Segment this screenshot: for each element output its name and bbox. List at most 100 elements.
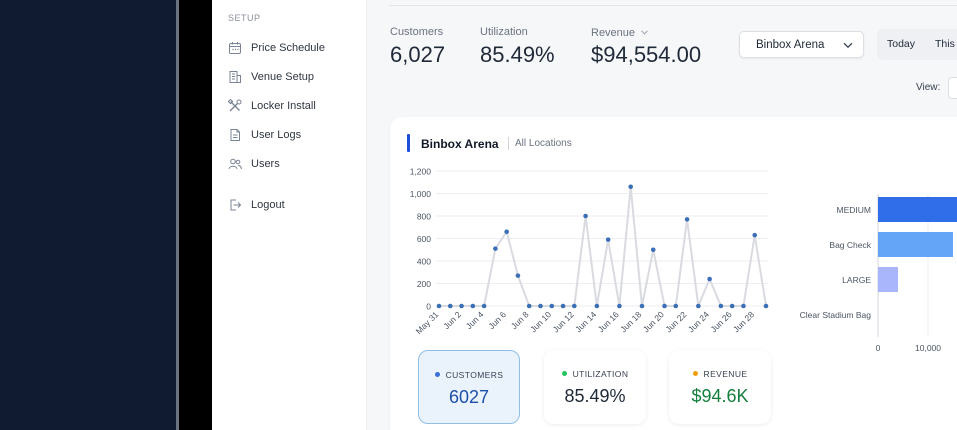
sidebar-item-logout[interactable]: Logout [228,195,285,215]
sidebar-item-price-schedule[interactable]: Price Schedule [228,38,325,58]
utilization-stat-label: Utilization [480,26,528,38]
data-point[interactable] [718,303,724,309]
data-point[interactable] [515,273,521,278]
data-point[interactable] [583,213,588,219]
category-label: LARGE [842,275,871,285]
range-this-button[interactable]: This [935,38,955,50]
sidebar-item-user-logs[interactable]: User Logs [228,125,301,145]
data-point[interactable] [707,276,712,282]
utilization-dot [561,371,567,376]
revenue-dot [692,371,698,376]
data-point[interactable] [673,303,679,309]
customers-dot [434,372,440,377]
data-point[interactable] [436,303,442,309]
category-label: Clear Stadium Bag [800,310,872,320]
y-tick-label: 1,200 [410,167,432,177]
data-point[interactable] [605,237,611,242]
utilization-tile-value: 85.49% [564,386,626,406]
data-point[interactable] [639,303,645,309]
category-label: Bag Check [829,240,871,250]
card-subtitle: All Locations [515,138,572,149]
sidebar-item-label: User Logs [251,129,302,141]
users-icon [228,157,242,171]
bar[interactable] [878,267,898,292]
sidebar-item-users[interactable]: Users [228,154,280,174]
data-point[interactable] [628,184,633,190]
revenue-label-text: Revenue [591,27,636,39]
data-point[interactable] [526,303,532,309]
data-point[interactable] [729,303,735,309]
data-point[interactable] [504,229,509,235]
data-point[interactable] [617,303,622,309]
sidebar-item-locker-install[interactable]: Locker Install [228,96,316,116]
sidebar-heading: SETUP [228,13,261,23]
data-point[interactable] [684,217,690,222]
calendar-icon [228,41,242,55]
data-point[interactable] [763,303,769,309]
sidebar: SETUP Price Schedule Venue Setup Locker … [212,0,367,430]
view-select[interactable] [948,77,957,99]
chevron-down-icon [641,26,648,38]
data-point[interactable] [662,303,667,309]
revenue-stat-label[interactable]: Revenue [591,26,648,39]
revenue-tile-value: $94.6K [691,386,749,406]
y-tick-label: 0 [426,302,431,312]
card-accent-bar [407,134,410,152]
customers-tile[interactable]: CUSTOMERS 6027 [418,350,520,424]
utilization-tile-label-text: UTILIZATION [572,369,629,379]
logout-icon [228,198,242,212]
x-tick-label: 0 [876,343,881,353]
data-point[interactable] [470,303,476,309]
customers-tile-label-text: CUSTOMERS [445,370,504,380]
sidebar-item-label: Logout [251,199,285,211]
customers-stat-value: 6,027 [390,42,446,67]
data-point[interactable] [594,303,600,309]
revenue-tile[interactable]: REVENUE $94.6K [669,350,771,424]
date-range-toggle: Today This [877,29,957,60]
revenue-tile-label: REVENUE [669,369,771,379]
utilization-stat-value: 85.49% [480,42,555,67]
data-point[interactable] [447,303,453,309]
main-content: Customers 6,027 Utilization 85.49% Reven… [367,0,957,430]
revenue-tile-label-text: REVENUE [703,369,748,379]
sidebar-item-venue-setup[interactable]: Venue Setup [228,67,314,87]
bar[interactable] [878,197,957,222]
data-point[interactable] [459,303,464,309]
y-tick-label: 800 [417,212,431,222]
y-tick-label: 400 [417,257,431,267]
utilization-tile-label: UTILIZATION [544,369,646,379]
left-screen-edge [0,0,176,430]
data-point[interactable] [696,303,701,309]
data-point[interactable] [481,303,487,309]
dashboard-card: Binbox Arena All Locations 0 200 400 600 800… [390,117,957,430]
header-divider [389,5,957,6]
chevron-down-icon [843,40,853,52]
data-point[interactable] [549,303,555,309]
customers-tile-value: 6027 [448,387,490,407]
data-point[interactable] [560,303,566,309]
range-today-button[interactable]: Today [887,38,916,50]
data-point[interactable] [650,247,656,253]
data-point[interactable] [752,232,758,238]
tools-icon [228,99,242,113]
bezel [179,0,212,430]
sidebar-item-label: Price Schedule [251,42,325,54]
sidebar-item-label: Venue Setup [251,71,315,83]
data-point[interactable] [538,303,543,309]
utilization-tile[interactable]: UTILIZATION 85.49% [544,350,646,424]
data-point[interactable] [572,303,577,309]
customers-stat-label: Customers [390,26,444,38]
bar[interactable] [878,232,953,257]
data-point[interactable] [493,246,498,251]
series-line [439,185,767,307]
sidebar-item-label: Locker Install [251,100,316,112]
building-icon [228,70,242,84]
bezel-divider [176,0,179,430]
venue-select-value: Binbox Arena [756,38,825,51]
venue-select[interactable]: Binbox Arena [739,31,864,58]
data-point[interactable] [741,303,746,309]
y-tick-label: 600 [417,234,431,244]
y-tick-label: 200 [417,279,431,289]
y-tick-label: 1,000 [410,189,432,199]
